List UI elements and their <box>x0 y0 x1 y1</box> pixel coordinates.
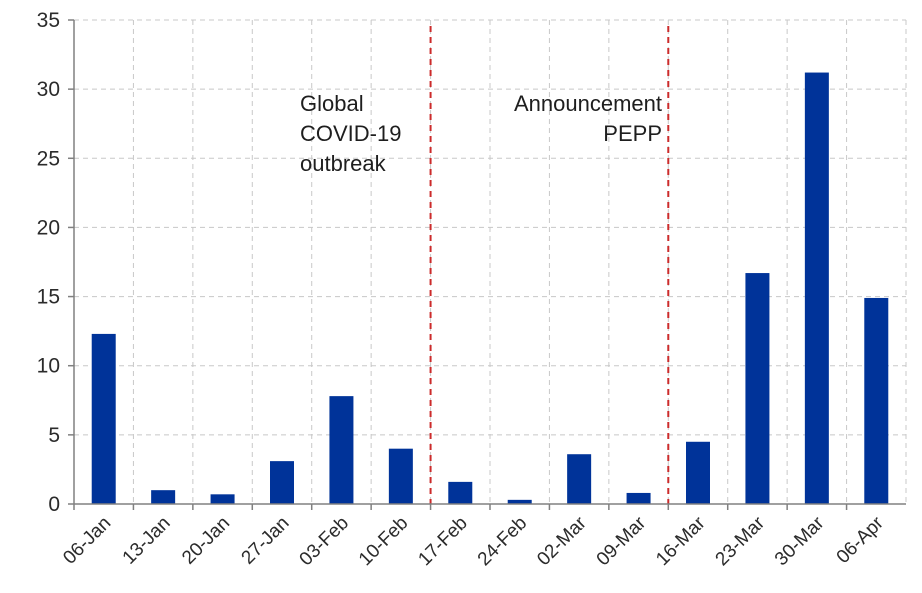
y-tick-label: 25 <box>37 147 60 170</box>
bar-03-feb <box>329 396 353 504</box>
bar-17-feb <box>448 482 472 504</box>
bar-30-mar <box>805 73 829 504</box>
x-tick-label: 13-Jan <box>119 513 175 569</box>
bar-06-jan <box>92 334 116 504</box>
x-tick-label: 20-Jan <box>178 513 234 569</box>
y-axis-tick-labels: 0 5 10 15 20 25 30 35 <box>37 9 60 516</box>
annotation-pepp-line-1: Announcement <box>514 91 662 116</box>
bar-09-mar <box>627 493 651 504</box>
x-tick-label: 23-Mar <box>712 512 770 570</box>
y-tick-label: 35 <box>37 9 60 32</box>
annotation-covid-line-2: COVID-19 <box>300 121 401 146</box>
x-tick-label: 03-Feb <box>296 513 353 570</box>
annotation-pepp-line-2: PEPP <box>603 121 662 146</box>
x-tick-label: 16-Mar <box>652 512 710 570</box>
bar-02-mar <box>567 454 591 504</box>
bar-13-jan <box>151 490 175 504</box>
y-tick-label: 0 <box>48 493 60 516</box>
x-tick-label: 24-Feb <box>474 513 531 570</box>
grid-layer <box>74 20 906 504</box>
annotation-covid-line-1: Global <box>300 91 364 116</box>
x-tick-label: 06-Jan <box>59 513 115 569</box>
bar-10-feb <box>389 449 413 504</box>
bar-23-mar <box>745 273 769 504</box>
bar-27-jan <box>270 461 294 504</box>
x-tick-label: 02-Mar <box>533 512 591 570</box>
bar-20-jan <box>211 494 235 504</box>
x-tick-label: 09-Mar <box>593 512 651 570</box>
x-tick-label: 10-Feb <box>355 513 412 570</box>
bar-16-mar <box>686 442 710 504</box>
x-tick-label: 06-Apr <box>833 512 889 568</box>
x-tick-label: 27-Jan <box>238 513 294 569</box>
y-tick-label: 15 <box>37 286 60 309</box>
bar-06-apr <box>864 298 888 504</box>
y-tick-label: 20 <box>37 216 60 239</box>
y-tick-label: 5 <box>48 424 60 447</box>
x-tick-label: 17-Feb <box>414 513 471 570</box>
y-tick-label: 30 <box>37 78 60 101</box>
x-axis-tick-labels: 06-Jan 13-Jan 20-Jan 27-Jan 03-Feb 10-Feb 17-F… <box>59 512 888 570</box>
axes <box>68 20 906 510</box>
y-tick-label: 10 <box>37 355 60 378</box>
annotation-covid-line-3: outbreak <box>300 151 387 176</box>
x-tick-label: 30-Mar <box>771 512 829 570</box>
